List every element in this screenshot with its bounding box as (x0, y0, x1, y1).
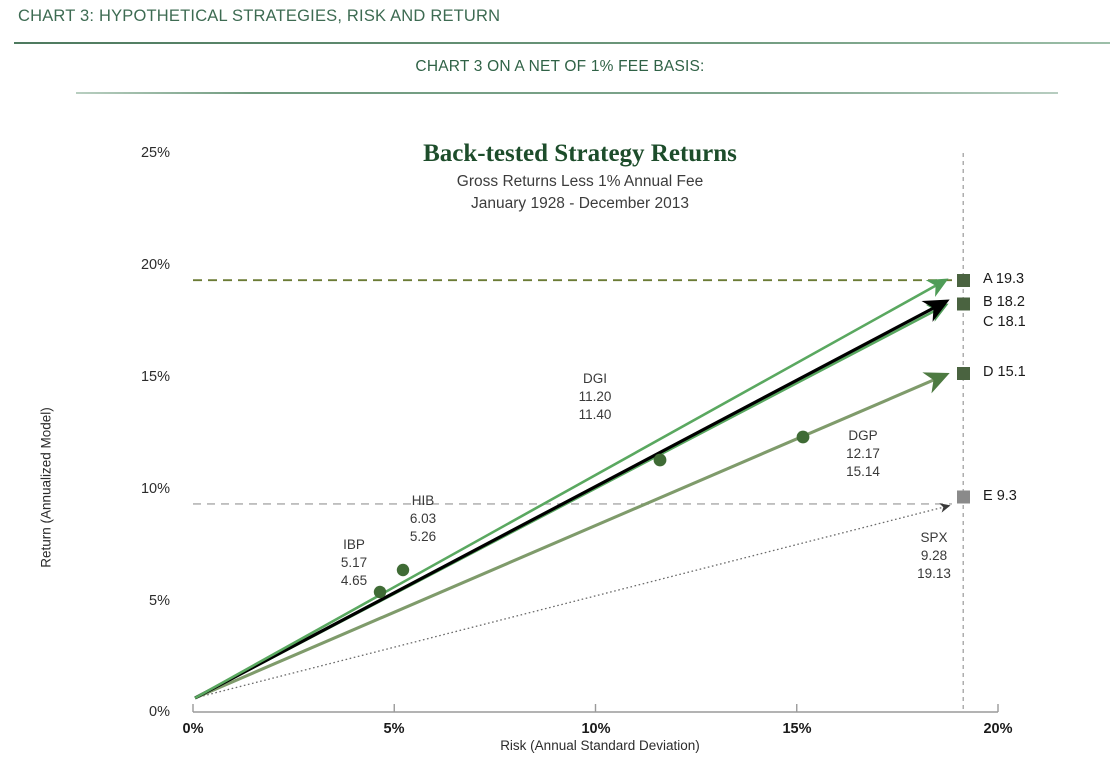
annotation-dgp-value-1: 12.17 (846, 446, 880, 461)
subheader-divider (76, 92, 1058, 94)
xtick-15: 15% (782, 721, 812, 737)
endpoint-label-d: D 15.1 (983, 364, 1026, 380)
annotation-dgi-value-1: 11.20 (578, 389, 612, 404)
ytick-0: 0% (149, 704, 170, 720)
ytick-15: 15% (140, 369, 170, 385)
endpoint-label-a: A 19.3 (983, 271, 1025, 287)
xtick-5: 5% (383, 721, 405, 737)
data-point-dgp (796, 430, 810, 444)
endpoint-label-e: E 9.3 (983, 488, 1017, 504)
annotation-spx-name: SPX (920, 530, 948, 545)
annotation-hib-name: HIB (411, 493, 435, 508)
annotation-spx: SPX 9.28 19.13 (905, 529, 963, 583)
series-line-a (194, 278, 949, 700)
endpoint-marker-e (957, 490, 970, 504)
annotation-ibp-value-2: 4.65 (340, 573, 368, 588)
annotation-ibp-value-1: 5.17 (340, 555, 368, 570)
ytick-10: 10% (140, 481, 170, 497)
annotation-hib-value-1: 6.03 (409, 511, 437, 526)
annotation-spx-value-1: 9.28 (920, 548, 948, 563)
endpoint-label-b: B 18.2 (983, 294, 1025, 310)
annotation-dgp: DGP 12.17 15.14 (833, 427, 893, 481)
annotation-ibp-name: IBP (343, 537, 365, 552)
annotation-hib: HIB 6.03 5.26 (394, 492, 452, 546)
ytick-20: 20% (140, 257, 170, 273)
series-line-e (194, 503, 951, 699)
data-point-hib (396, 563, 410, 577)
annotation-dgi: DGI 11.20 11.40 (565, 370, 625, 424)
annotation-spx-value-2: 19.13 (917, 566, 951, 581)
subheader-title: CHART 3 ON A NET OF 1% FEE BASIS: (415, 58, 705, 75)
ytick-5: 5% (149, 593, 170, 609)
series-line-b (194, 299, 950, 700)
ytick-25: 25% (140, 145, 170, 161)
xtick-10: 10% (581, 721, 611, 737)
plot-svg (192, 153, 999, 713)
xtick-20: 20% (983, 721, 1013, 737)
slide-header-title: CHART 3: HYPOTHETICAL STRATEGIES, RISK A… (18, 7, 501, 25)
header-divider (14, 42, 1110, 44)
y-axis-title: Return (Annualized Model) (38, 407, 54, 568)
annotation-dgp-name: DGP (848, 428, 878, 443)
annotation-ibp: IBP 5.17 4.65 (325, 536, 383, 590)
annotation-dgi-value-2: 11.40 (578, 407, 612, 422)
endpoint-marker-b (957, 297, 970, 311)
annotation-hib-value-2: 5.26 (409, 529, 437, 544)
annotation-dgi-name: DGI (582, 371, 607, 386)
series-line-d (194, 372, 950, 700)
axis-frame (192, 704, 999, 713)
chart-container: Back-tested Strategy Returns Gross Retur… (0, 100, 1120, 774)
xtick-0: 0% (182, 721, 204, 737)
data-point-ibp (373, 585, 387, 599)
endpoint-marker-a (957, 274, 970, 287)
chart-subtitle-1: Gross Returns Less 1% Annual Fee (456, 173, 704, 190)
chart-title: Back-tested Strategy Returns (423, 140, 737, 167)
data-point-dgi (653, 453, 667, 467)
chart-subtitle-2: January 1928 - December 2013 (471, 195, 689, 212)
x-axis-title: Risk (Annual Standard Deviation) (500, 738, 700, 753)
endpoint-marker-d (957, 367, 970, 380)
endpoint-label-c: C 18.1 (983, 314, 1026, 330)
annotation-dgp-value-2: 15.14 (846, 464, 880, 479)
